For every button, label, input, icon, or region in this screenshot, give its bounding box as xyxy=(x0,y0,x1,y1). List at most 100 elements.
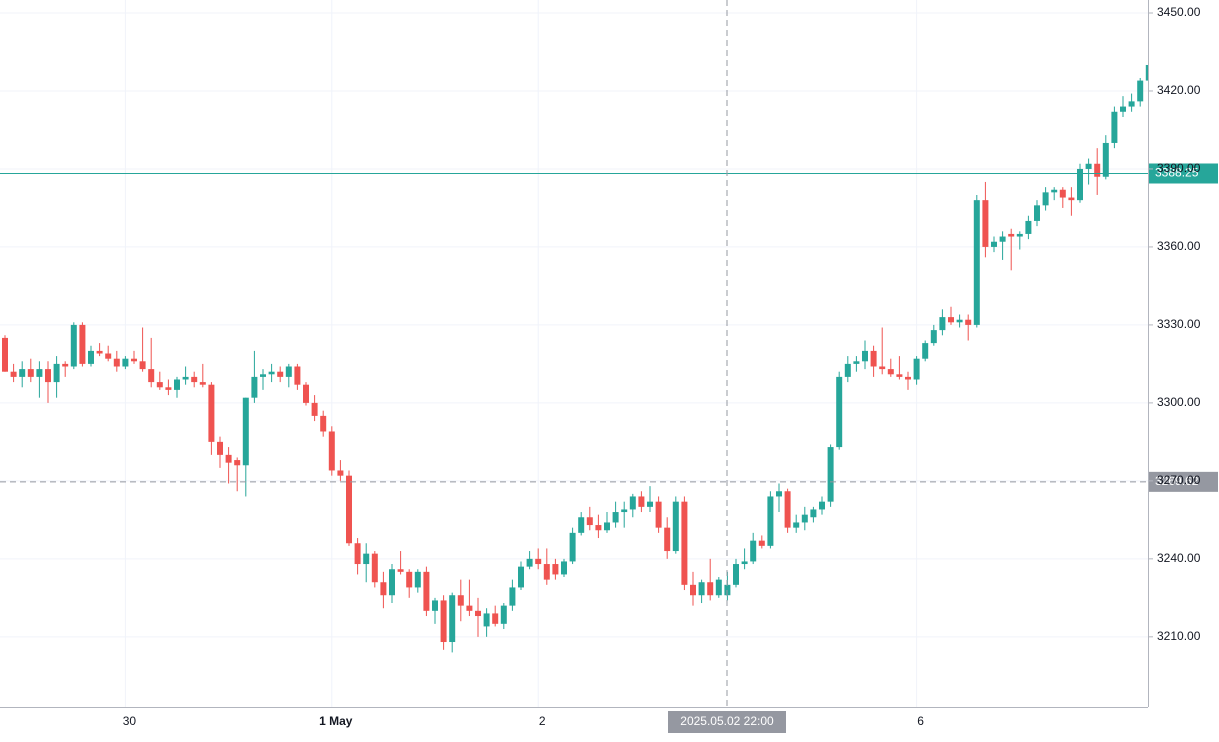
candle-body xyxy=(242,397,249,466)
crosshair-time-label: 2025.05.02 22:00 xyxy=(680,714,774,728)
candle-body xyxy=(862,350,868,362)
x-tick-label: 2 xyxy=(539,714,546,728)
crosshair-time-box xyxy=(668,711,786,733)
y-tick-label: 3450.00 xyxy=(1157,5,1201,19)
candle-body xyxy=(1094,163,1101,177)
candle-body xyxy=(586,517,593,526)
y-tick-label: 3360.00 xyxy=(1157,239,1201,253)
candle-body xyxy=(406,571,413,588)
candle-body xyxy=(552,564,559,575)
candle-body xyxy=(363,553,370,565)
last-price-box xyxy=(1148,163,1218,184)
candle-body xyxy=(819,501,825,510)
candle-body xyxy=(165,387,172,390)
candle-body xyxy=(870,350,877,367)
candle-body xyxy=(389,569,395,596)
candle-body xyxy=(836,376,843,448)
candle-body xyxy=(655,501,662,528)
candle-body xyxy=(1145,64,1148,81)
candle-body xyxy=(1059,189,1066,198)
candle-body xyxy=(432,600,438,611)
candle-body xyxy=(999,236,1006,242)
candle-body xyxy=(1042,192,1049,206)
y-tick-label: 3240.00 xyxy=(1157,551,1201,565)
candle-body xyxy=(208,384,215,442)
candle-body xyxy=(19,369,26,377)
y-tick-label: 3390.00 xyxy=(1157,161,1201,175)
candle-body xyxy=(320,415,327,432)
y-tick-label: 3270.00 xyxy=(1157,473,1201,487)
candle-body xyxy=(621,509,628,513)
candle-body xyxy=(612,512,619,523)
candle-body xyxy=(965,319,972,325)
grid xyxy=(0,0,1148,707)
candle-body xyxy=(492,613,499,624)
candle-body xyxy=(810,509,817,518)
candle-body xyxy=(174,379,180,390)
candle-body xyxy=(973,200,980,325)
y-tick-label: 3300.00 xyxy=(1157,395,1201,409)
candle-body xyxy=(1120,106,1126,112)
candle-body xyxy=(113,358,120,367)
candle-body xyxy=(423,571,430,611)
candle-body xyxy=(956,319,963,323)
candle-body xyxy=(122,358,129,367)
candle-body xyxy=(913,358,920,380)
candle-body xyxy=(337,470,344,476)
candle-body xyxy=(483,613,490,627)
candle-body xyxy=(251,376,258,398)
candle-body xyxy=(1102,142,1109,177)
y-tick-label: 3420.00 xyxy=(1157,83,1201,97)
candle-body xyxy=(414,571,421,588)
candle-body xyxy=(509,587,516,606)
candle-body xyxy=(10,371,17,377)
x-tick-label: 6 xyxy=(917,714,924,728)
candle-body xyxy=(70,324,77,367)
candle-body xyxy=(27,369,34,377)
candles xyxy=(2,64,1148,653)
candle-body xyxy=(758,540,765,546)
candle-body xyxy=(827,447,834,502)
candle-body xyxy=(681,501,688,585)
candle-body xyxy=(440,600,447,643)
candle-body xyxy=(776,491,782,497)
crosshair-price-label: 3269.62 xyxy=(1155,474,1199,488)
candle-body xyxy=(1016,233,1023,237)
candle-body xyxy=(260,374,266,377)
candle-body xyxy=(698,582,705,596)
candle-body xyxy=(793,522,800,528)
candle-body xyxy=(844,363,851,377)
x-tick-label: 1 May xyxy=(319,714,353,728)
candle-body xyxy=(2,337,8,372)
candle-body xyxy=(397,569,404,572)
candle-body xyxy=(1025,220,1032,234)
candle-body xyxy=(690,584,696,596)
candle-body xyxy=(79,324,86,364)
candle-body xyxy=(371,553,378,583)
candle-body xyxy=(629,496,636,510)
candle-body xyxy=(139,361,146,370)
candle-body xyxy=(767,496,774,546)
last-price-label: 3388.25 xyxy=(1155,166,1199,180)
candle-body xyxy=(561,561,567,575)
candle-body xyxy=(199,382,206,385)
candle-body xyxy=(268,371,275,375)
candle-body xyxy=(380,582,387,596)
candle-body xyxy=(53,363,60,383)
candle-body xyxy=(604,522,610,531)
candle-body xyxy=(733,564,739,585)
candle-body xyxy=(156,382,163,388)
candle-body xyxy=(191,376,198,383)
candle-body xyxy=(715,579,722,596)
candle-body xyxy=(328,431,335,471)
candle-body xyxy=(36,369,43,377)
candle-body xyxy=(930,330,937,344)
candle-body xyxy=(707,582,714,596)
candle-body xyxy=(96,350,103,354)
x-tick-label: 30 xyxy=(123,714,137,728)
candle-body xyxy=(475,610,481,617)
y-tick-label: 3210.00 xyxy=(1157,629,1201,643)
candle-body xyxy=(457,595,464,606)
candle-body xyxy=(922,343,929,359)
